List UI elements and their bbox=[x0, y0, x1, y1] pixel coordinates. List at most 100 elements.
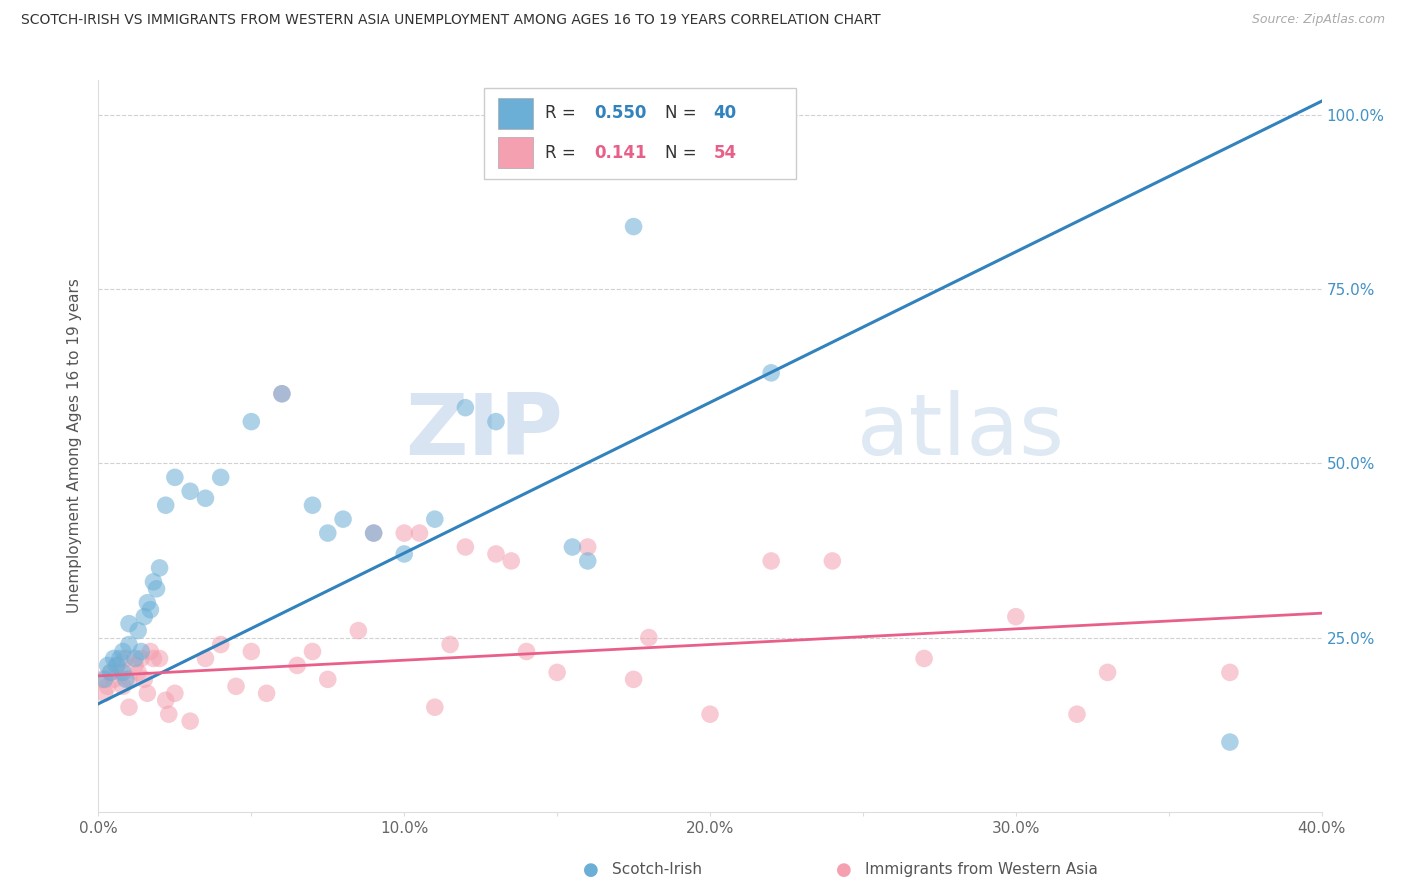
Point bbox=[439, 638, 461, 652]
Point bbox=[142, 651, 165, 665]
Point bbox=[1219, 735, 1241, 749]
FancyBboxPatch shape bbox=[484, 87, 796, 179]
Point bbox=[142, 574, 165, 589]
Point bbox=[316, 526, 339, 541]
Point bbox=[118, 616, 141, 631]
Point bbox=[179, 714, 201, 728]
Point bbox=[115, 651, 138, 665]
Point bbox=[454, 401, 477, 415]
Point bbox=[821, 554, 844, 568]
Point bbox=[149, 561, 172, 575]
Point bbox=[100, 665, 122, 680]
Point bbox=[699, 707, 721, 722]
Point bbox=[118, 638, 141, 652]
FancyBboxPatch shape bbox=[498, 137, 533, 168]
Point bbox=[103, 673, 125, 687]
Point bbox=[139, 603, 162, 617]
Text: atlas: atlas bbox=[856, 390, 1064, 473]
Text: 0.141: 0.141 bbox=[593, 145, 647, 162]
Point bbox=[90, 673, 112, 687]
Point bbox=[576, 540, 599, 554]
Text: R =: R = bbox=[546, 145, 586, 162]
Point bbox=[127, 624, 149, 638]
Point bbox=[157, 707, 180, 722]
Text: N =: N = bbox=[665, 104, 702, 122]
Point bbox=[100, 665, 122, 680]
Text: 54: 54 bbox=[714, 145, 737, 162]
Point bbox=[163, 686, 186, 700]
Point bbox=[347, 624, 370, 638]
Point bbox=[134, 609, 156, 624]
Point bbox=[124, 651, 146, 665]
Point bbox=[155, 693, 177, 707]
Point bbox=[408, 526, 430, 541]
Point bbox=[136, 596, 159, 610]
Point bbox=[363, 526, 385, 541]
Point bbox=[316, 673, 339, 687]
Point bbox=[129, 651, 152, 665]
Point bbox=[623, 219, 645, 234]
Point bbox=[209, 470, 232, 484]
Point bbox=[423, 512, 446, 526]
Point bbox=[759, 554, 782, 568]
Point bbox=[105, 658, 128, 673]
Text: SCOTCH-IRISH VS IMMIGRANTS FROM WESTERN ASIA UNEMPLOYMENT AMONG AGES 16 TO 19 YE: SCOTCH-IRISH VS IMMIGRANTS FROM WESTERN … bbox=[21, 13, 880, 28]
Text: 0.550: 0.550 bbox=[593, 104, 647, 122]
Point bbox=[301, 498, 323, 512]
Text: 40: 40 bbox=[714, 104, 737, 122]
Text: Immigrants from Western Asia: Immigrants from Western Asia bbox=[865, 863, 1098, 877]
Text: ●: ● bbox=[835, 861, 852, 879]
Point bbox=[145, 582, 167, 596]
Text: Source: ZipAtlas.com: Source: ZipAtlas.com bbox=[1251, 13, 1385, 27]
Point bbox=[332, 512, 354, 526]
FancyBboxPatch shape bbox=[498, 98, 533, 128]
Point bbox=[270, 386, 292, 401]
Point bbox=[501, 554, 523, 568]
Point bbox=[623, 673, 645, 687]
Point bbox=[301, 644, 323, 658]
Text: N =: N = bbox=[665, 145, 702, 162]
Point bbox=[1097, 665, 1119, 680]
Point bbox=[637, 631, 661, 645]
Point bbox=[209, 638, 232, 652]
Point bbox=[139, 644, 162, 658]
Point bbox=[134, 673, 156, 687]
Point bbox=[149, 651, 172, 665]
Point bbox=[561, 540, 583, 554]
Point bbox=[240, 415, 263, 429]
Text: ●: ● bbox=[582, 861, 599, 879]
Point bbox=[485, 547, 508, 561]
Point bbox=[103, 651, 125, 665]
Point bbox=[136, 686, 159, 700]
Point bbox=[759, 366, 782, 380]
Point bbox=[225, 679, 247, 693]
Point bbox=[1219, 665, 1241, 680]
Point bbox=[129, 644, 152, 658]
Point bbox=[912, 651, 935, 665]
Point bbox=[454, 540, 477, 554]
Y-axis label: Unemployment Among Ages 16 to 19 years: Unemployment Among Ages 16 to 19 years bbox=[67, 278, 83, 614]
Point bbox=[576, 554, 599, 568]
Point bbox=[111, 644, 134, 658]
Point bbox=[363, 526, 385, 541]
Point bbox=[194, 491, 217, 506]
Point bbox=[392, 526, 416, 541]
Point bbox=[423, 700, 446, 714]
Point bbox=[1004, 609, 1026, 624]
Point bbox=[485, 415, 508, 429]
Point bbox=[155, 498, 177, 512]
Point bbox=[97, 679, 120, 693]
Point bbox=[240, 644, 263, 658]
Point bbox=[516, 644, 538, 658]
Point bbox=[127, 665, 149, 680]
Point bbox=[115, 673, 138, 687]
Point bbox=[111, 679, 134, 693]
Text: ZIP: ZIP bbox=[405, 390, 564, 473]
Text: R =: R = bbox=[546, 104, 581, 122]
Point bbox=[285, 658, 308, 673]
Point bbox=[108, 665, 131, 680]
Point bbox=[118, 673, 141, 687]
Point bbox=[111, 665, 134, 680]
Point bbox=[163, 470, 186, 484]
Point bbox=[546, 665, 568, 680]
